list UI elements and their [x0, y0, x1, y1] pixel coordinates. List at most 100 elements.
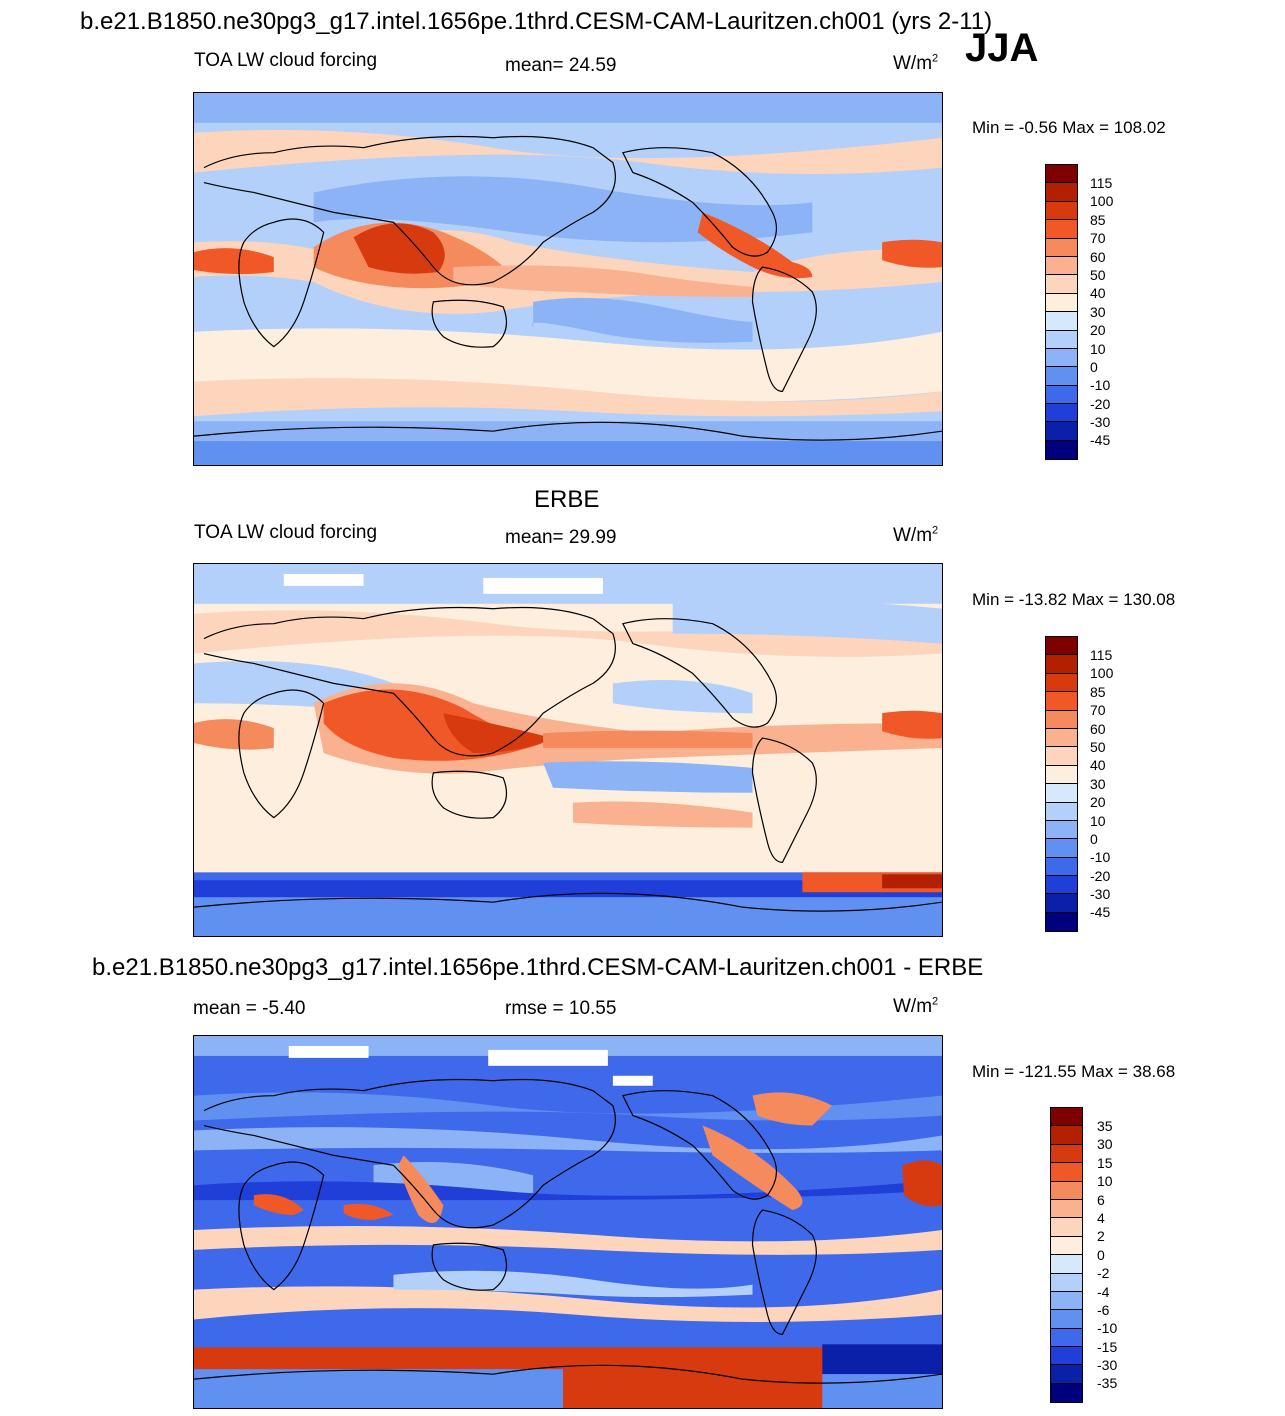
colorbar-tick-label: 6	[1097, 1191, 1105, 1208]
colorbar-cell	[1046, 747, 1077, 766]
panel2-mean-label: mean= 29.99	[505, 527, 617, 548]
colorbar-cell	[1046, 422, 1077, 441]
colorbar-cell	[1051, 1310, 1082, 1329]
colorbar-tick-label: -10	[1097, 1320, 1118, 1337]
colorbar-cell	[1046, 293, 1077, 313]
panel1-units-label: W/m2	[893, 52, 939, 74]
panel1-variable-label: TOA LW cloud forcing	[194, 50, 378, 71]
colorbar-cell	[1046, 839, 1077, 858]
colorbar-tick-label: 0	[1097, 1246, 1105, 1263]
colorbar-tick-label: 85	[1090, 211, 1106, 228]
colorbar-tick-label: 50	[1090, 738, 1106, 755]
panel1-mean-label: mean= 24.59	[505, 55, 617, 76]
panel1-minmax-label: Min = -0.56 Max = 108.02	[972, 118, 1166, 137]
panel3-colorbar-ticks: 35 30 15 10 6 4 2 0 -2 -4 -6 -10 -15 -30 -35	[1097, 1117, 1117, 1393]
colorbar-cell	[1046, 312, 1077, 331]
plot-title: b.e21.B1850.ne30pg3_g17.intel.1656pe.1th…	[80, 8, 993, 35]
colorbar-tick-label: 2	[1097, 1228, 1105, 1245]
colorbar-cell	[1046, 692, 1077, 711]
colorbar-cell	[1046, 165, 1077, 184]
colorbar-tick-label: 100	[1090, 193, 1114, 210]
colorbar-tick-label: 20	[1090, 322, 1106, 339]
colorbar-cell	[1046, 183, 1077, 202]
colorbar-cell	[1046, 275, 1077, 294]
colorbar-tick-label: 20	[1090, 794, 1106, 811]
panel3-heading: b.e21.B1850.ne30pg3_g17.intel.1656pe.1th…	[92, 954, 984, 981]
colorbar-tick-label: 60	[1090, 720, 1106, 737]
colorbar-cell	[1046, 857, 1077, 877]
colorbar-cell	[1046, 820, 1077, 840]
panel3-units-label: W/m2	[893, 995, 939, 1017]
colorbar-cell	[1051, 1255, 1082, 1274]
colorbar-tick-label: 100	[1090, 665, 1114, 682]
colorbar-cell	[1051, 1163, 1082, 1182]
colorbar-tick-label: 30	[1090, 775, 1106, 792]
colorbar-cell	[1051, 1273, 1082, 1292]
colorbar-cell	[1046, 201, 1077, 221]
colorbar-cell	[1046, 220, 1077, 239]
colorbar-cell	[1046, 655, 1077, 674]
colorbar-tick-label: -6	[1097, 1301, 1110, 1318]
colorbar-tick-label: -30	[1090, 414, 1111, 431]
colorbar-tick-label: 70	[1090, 702, 1106, 719]
colorbar-tick-label: 0	[1090, 830, 1098, 847]
panel3-minmax-label: Min = -121.55 Max = 38.68	[972, 1062, 1176, 1081]
panel2-colorbar	[1045, 636, 1078, 932]
colorbar-cell	[1046, 728, 1077, 748]
colorbar-tick-label: 4	[1097, 1209, 1105, 1226]
colorbar-cell	[1046, 367, 1077, 386]
colorbar-cell	[1051, 1108, 1082, 1127]
colorbar-tick-label: -30	[1097, 1357, 1118, 1374]
colorbar-tick-label: 40	[1090, 757, 1106, 774]
colorbar-cell	[1046, 330, 1077, 349]
panel3-rmse-label: rmse = 10.55	[505, 998, 617, 1019]
colorbar-tick-label: 70	[1090, 230, 1106, 247]
colorbar-tick-label: 40	[1090, 285, 1106, 302]
colorbar-tick-label: 85	[1090, 683, 1106, 700]
colorbar-cell	[1046, 238, 1077, 257]
panel3-map	[193, 1035, 943, 1409]
colorbar-cell	[1051, 1383, 1082, 1403]
colorbar-cell	[1046, 912, 1077, 932]
colorbar-tick-label: -15	[1097, 1338, 1118, 1355]
colorbar-tick-label: 15	[1097, 1154, 1113, 1171]
colorbar-cell	[1046, 637, 1077, 656]
colorbar-cell	[1046, 894, 1077, 913]
colorbar-cell	[1051, 1347, 1082, 1366]
colorbar-tick-label: -2	[1097, 1265, 1110, 1282]
season-label: JJA	[965, 26, 1039, 70]
colorbar-cell	[1051, 1365, 1082, 1384]
colorbar-tick-label: -30	[1090, 886, 1111, 903]
colorbar-tick-label: 60	[1090, 248, 1106, 265]
colorbar-cell	[1051, 1199, 1082, 1219]
panel3-mean-label: mean = -5.40	[193, 998, 306, 1019]
colorbar-cell	[1051, 1291, 1082, 1311]
colorbar-cell	[1051, 1181, 1082, 1200]
panel3-colorbar	[1050, 1107, 1083, 1403]
colorbar-cell	[1051, 1328, 1082, 1348]
colorbar-tick-label: 30	[1090, 303, 1106, 320]
colorbar-tick-label: 115	[1090, 175, 1113, 191]
colorbar-tick-label: -20	[1090, 867, 1111, 884]
colorbar-cell	[1051, 1236, 1082, 1256]
panel2-colorbar-ticks: 115 100 85 70 60 50 40 30 20 10 0 -10 -20 -30 -45	[1090, 646, 1113, 922]
colorbar-tick-label: 30	[1097, 1136, 1113, 1153]
colorbar-tick-label: 10	[1097, 1173, 1113, 1190]
colorbar-cell	[1046, 348, 1077, 368]
colorbar-tick-label: -35	[1097, 1375, 1118, 1392]
colorbar-tick-label: 115	[1090, 647, 1113, 663]
panel2-minmax-label: Min = -13.82 Max = 130.08	[972, 590, 1176, 609]
panel1-map	[193, 92, 943, 466]
colorbar-cell	[1046, 710, 1077, 729]
colorbar-tick-label: -45	[1090, 904, 1111, 921]
colorbar-tick-label: -45	[1090, 432, 1111, 449]
colorbar-cell	[1046, 404, 1077, 423]
panel1-colorbar	[1045, 164, 1078, 460]
colorbar-tick-label: -4	[1097, 1283, 1110, 1300]
colorbar-tick-label: 10	[1090, 812, 1106, 829]
colorbar-tick-label: -20	[1090, 395, 1111, 412]
panel2-units-label: W/m2	[893, 524, 939, 546]
colorbar-cell	[1046, 385, 1077, 405]
panel2-variable-label: TOA LW cloud forcing	[194, 522, 378, 543]
colorbar-tick-label: -10	[1090, 849, 1111, 866]
